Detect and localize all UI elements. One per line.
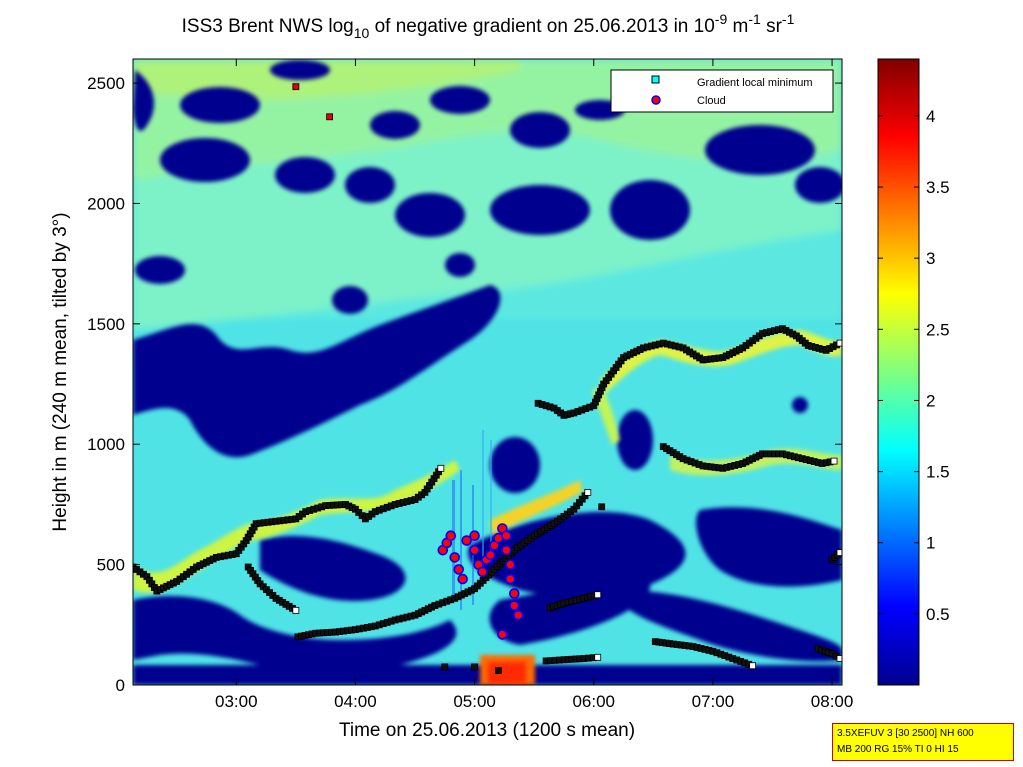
cloud-marker [509,588,520,599]
colorbar-tick-label: 2.5 [926,320,950,339]
y-tick-label: 2500 [87,74,125,93]
y-tick-label: 0 [116,676,125,695]
legend-marker-gradient-min [651,75,660,84]
colorbar-ticks: 0.5 1 1.5 2 2.5 3 3.5 4 [878,107,950,624]
y-tick-label: 1500 [87,315,125,334]
cloud-marker [445,530,457,542]
gradient-min-marker [830,457,838,465]
gradient-min-marker [471,663,478,671]
y-tick-label: 2000 [87,194,125,213]
colorbar: 0.5 1 1.5 2 2.5 3 3.5 4 [877,58,950,686]
gradient-min-marker [584,488,592,496]
gradient-min-marker [598,503,606,511]
legend-label-cloud: Cloud [697,95,726,107]
colorbar-tick-label: 0.5 [926,605,950,624]
colorbar-tick-label: 1.5 [926,463,950,482]
gradient-min-marker [594,653,602,661]
gradient-min-marker [437,464,445,472]
plot-frame [132,58,843,686]
info-line-2: MB 200 RG 15% TI 0 HI 15 [837,744,959,755]
x-axis: 03:00 04:00 05:00 06:00 07:00 08:00 [215,59,853,711]
cloud-marker [509,600,520,611]
cloud-marker [469,530,480,542]
y-axis-label: Height in m (240 m mean, tilted by 3°) [50,212,71,531]
gradient-min-marker [495,667,502,674]
gradient-min-marker [749,662,757,670]
x-tick-label: 08:00 [811,692,854,711]
cloud-marker [449,552,461,563]
gradient-min-marker [836,655,842,662]
x-axis-label: Time on 25.06.2013 (1200 s mean) [339,720,635,741]
cloud-marker [497,629,508,640]
legend-label-gradient-min: Gradient local minimum [697,77,813,89]
legend: Gradient local minimum Cloud [610,69,834,113]
colorbar-gradient [877,58,920,686]
gradient-min-marker [441,663,449,671]
legend-box [610,69,834,113]
heatmap-field [133,59,842,685]
x-tick-label: 07:00 [692,692,735,711]
x-tick-label: 06:00 [572,692,615,711]
cloud-marker [501,530,512,542]
gradient-min-marker [326,113,334,121]
colorbar-tick-label: 1 [926,534,935,553]
cloud-marker [485,549,496,561]
settings-info-box: 3.5XEFUV 3 [30 2500] NH 600 MB 200 RG 15… [832,723,1014,761]
cloud-marker [469,544,480,556]
cloud-marker [453,564,465,575]
cloud-marker [457,573,468,585]
info-line-1: 3.5XEFUV 3 [30 2500] NH 600 [837,728,974,739]
cloud-marker [461,535,472,546]
cloud-marker [477,566,488,578]
cloud-marker [505,573,516,585]
x-tick-label: 05:00 [453,692,496,711]
colorbar-tick-label: 3.5 [926,178,950,197]
chart-title: ISS3 Brent NWS log10 of negative gradien… [182,11,795,41]
cloud-marker [501,544,512,556]
cloud-marker [505,559,516,570]
colorbar-tick-label: 2 [926,391,935,410]
gradient-min-marker [292,83,300,91]
x-tick-label: 03:00 [215,692,258,711]
markers-layer [133,83,842,674]
y-tick-label: 500 [97,556,125,575]
colorbar-tick-label: 3 [926,249,935,268]
y-tick-label: 1000 [87,435,125,454]
gradient-min-marker [292,606,300,614]
x-tick-label: 04:00 [334,692,377,711]
gradient-min-marker [836,549,842,556]
gradient-min-marker [594,591,602,599]
cloud-marker [512,609,524,621]
legend-marker-cloud [651,95,661,105]
y-axis: 0 500 1000 1500 2000 2500 [87,74,842,695]
colorbar-tick-label: 4 [926,107,935,126]
gradient-min-marker [836,339,842,347]
